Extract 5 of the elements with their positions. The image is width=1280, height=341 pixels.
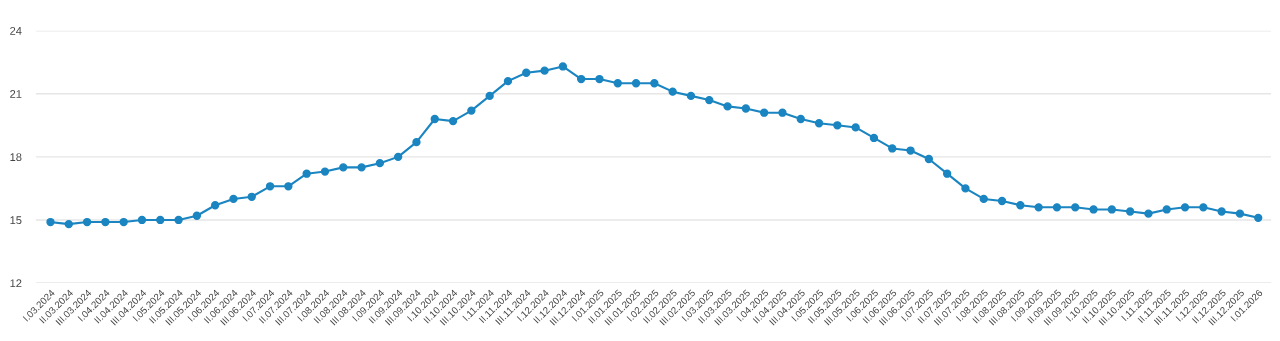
y-tick-label: 12 [10,279,22,288]
y-tick-label: 15 [10,216,22,225]
y-tick-label: 18 [10,153,22,161]
y-tick-label: 24 [10,26,22,35]
y-tick-label: 21 [10,90,22,98]
